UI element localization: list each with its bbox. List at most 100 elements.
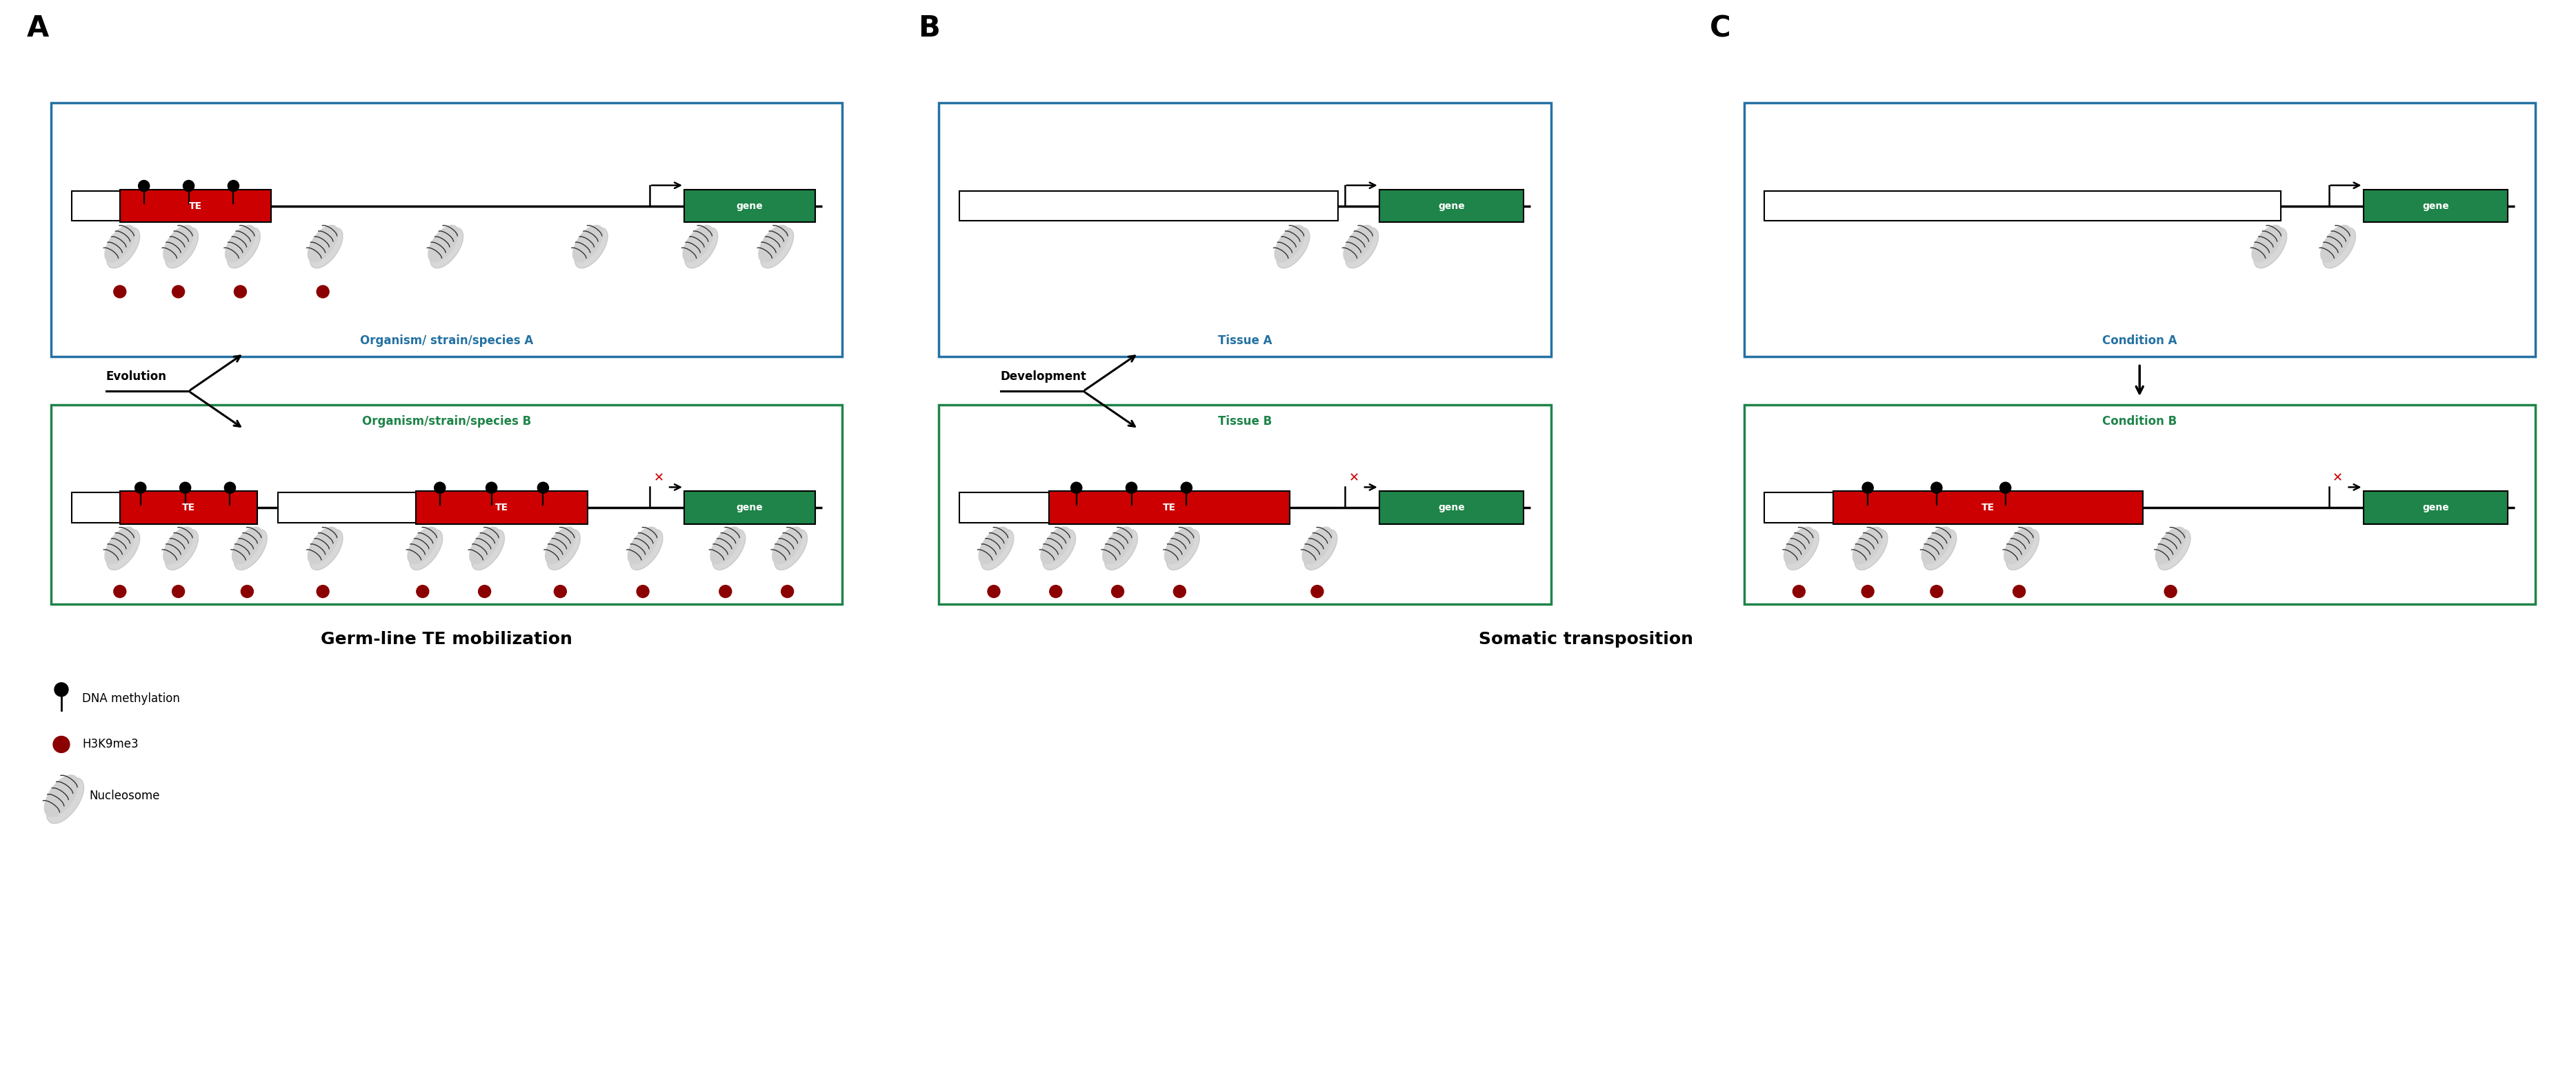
Ellipse shape xyxy=(546,529,580,570)
Ellipse shape xyxy=(1041,527,1072,564)
FancyBboxPatch shape xyxy=(1744,103,2535,356)
Ellipse shape xyxy=(1164,527,1195,564)
Circle shape xyxy=(2164,585,2177,597)
Circle shape xyxy=(1932,482,1942,494)
Ellipse shape xyxy=(574,228,608,268)
Ellipse shape xyxy=(165,529,198,570)
FancyBboxPatch shape xyxy=(278,492,415,523)
Ellipse shape xyxy=(1167,529,1200,570)
FancyBboxPatch shape xyxy=(1765,492,1834,523)
Circle shape xyxy=(987,585,999,597)
Ellipse shape xyxy=(546,527,574,564)
Ellipse shape xyxy=(234,529,268,570)
Circle shape xyxy=(479,585,492,597)
Ellipse shape xyxy=(232,527,263,564)
Circle shape xyxy=(1862,482,1873,494)
Circle shape xyxy=(224,482,234,494)
Ellipse shape xyxy=(410,529,443,570)
Text: Germ-line TE mobilization: Germ-line TE mobilization xyxy=(322,631,572,648)
Text: TE: TE xyxy=(183,503,196,513)
Ellipse shape xyxy=(106,228,139,268)
Ellipse shape xyxy=(629,529,662,570)
FancyBboxPatch shape xyxy=(1048,491,1291,524)
Ellipse shape xyxy=(1043,529,1077,570)
FancyBboxPatch shape xyxy=(52,103,842,356)
Text: H3K9me3: H3K9me3 xyxy=(82,739,139,751)
Ellipse shape xyxy=(1785,529,1819,570)
Circle shape xyxy=(54,683,67,697)
Text: gene: gene xyxy=(737,201,762,211)
Ellipse shape xyxy=(2251,226,2282,262)
FancyBboxPatch shape xyxy=(72,492,121,523)
FancyBboxPatch shape xyxy=(2362,491,2509,524)
Ellipse shape xyxy=(629,527,657,564)
Ellipse shape xyxy=(1852,527,1883,564)
Ellipse shape xyxy=(1278,228,1309,268)
Text: gene: gene xyxy=(1437,503,1466,513)
Circle shape xyxy=(417,585,428,597)
Circle shape xyxy=(54,737,70,753)
Text: TE: TE xyxy=(188,201,201,211)
Circle shape xyxy=(173,285,185,298)
FancyBboxPatch shape xyxy=(1744,405,2535,604)
FancyBboxPatch shape xyxy=(1378,491,1522,524)
Circle shape xyxy=(113,585,126,597)
Ellipse shape xyxy=(1105,529,1139,570)
Text: ✕: ✕ xyxy=(1347,472,1360,485)
Ellipse shape xyxy=(1303,529,1337,570)
FancyBboxPatch shape xyxy=(938,103,1551,356)
Ellipse shape xyxy=(430,228,464,268)
Circle shape xyxy=(139,180,149,191)
Ellipse shape xyxy=(46,778,85,824)
Circle shape xyxy=(719,585,732,597)
FancyBboxPatch shape xyxy=(958,191,1337,221)
Circle shape xyxy=(1072,482,1082,494)
Circle shape xyxy=(227,180,240,191)
Ellipse shape xyxy=(1855,529,1888,570)
Circle shape xyxy=(1929,585,1942,597)
Text: DNA methylation: DNA methylation xyxy=(82,692,180,704)
Ellipse shape xyxy=(106,226,134,262)
Text: ✕: ✕ xyxy=(2331,472,2344,485)
Circle shape xyxy=(234,285,247,298)
Ellipse shape xyxy=(572,226,603,262)
Ellipse shape xyxy=(307,226,337,262)
Ellipse shape xyxy=(773,527,801,564)
Ellipse shape xyxy=(106,527,134,564)
FancyBboxPatch shape xyxy=(938,405,1551,604)
Ellipse shape xyxy=(981,529,1015,570)
Text: Tissue A: Tissue A xyxy=(1218,334,1273,347)
FancyBboxPatch shape xyxy=(121,491,258,524)
Text: B: B xyxy=(917,14,940,43)
Ellipse shape xyxy=(428,226,459,262)
Ellipse shape xyxy=(469,527,500,564)
FancyBboxPatch shape xyxy=(121,189,270,222)
Circle shape xyxy=(1311,585,1324,597)
Ellipse shape xyxy=(2254,228,2287,268)
Ellipse shape xyxy=(407,527,438,564)
Text: A: A xyxy=(26,14,49,43)
Ellipse shape xyxy=(685,228,719,268)
Circle shape xyxy=(1110,585,1123,597)
Text: Somatic transposition: Somatic transposition xyxy=(1479,631,1692,648)
Text: gene: gene xyxy=(1437,201,1466,211)
FancyBboxPatch shape xyxy=(1765,191,2280,221)
Circle shape xyxy=(134,482,147,494)
Circle shape xyxy=(435,482,446,494)
Ellipse shape xyxy=(1303,527,1332,564)
Text: Nucleosome: Nucleosome xyxy=(90,789,160,802)
Ellipse shape xyxy=(760,228,793,268)
Ellipse shape xyxy=(1924,529,1958,570)
Circle shape xyxy=(173,585,185,597)
Circle shape xyxy=(113,285,126,298)
Ellipse shape xyxy=(309,228,343,268)
Ellipse shape xyxy=(44,775,77,816)
Text: TE: TE xyxy=(495,503,507,513)
Text: gene: gene xyxy=(2421,201,2450,211)
Ellipse shape xyxy=(711,527,739,564)
Circle shape xyxy=(1999,482,2012,494)
FancyBboxPatch shape xyxy=(1834,491,2143,524)
Ellipse shape xyxy=(471,529,505,570)
Circle shape xyxy=(1126,482,1136,494)
Text: ✕: ✕ xyxy=(654,472,665,485)
